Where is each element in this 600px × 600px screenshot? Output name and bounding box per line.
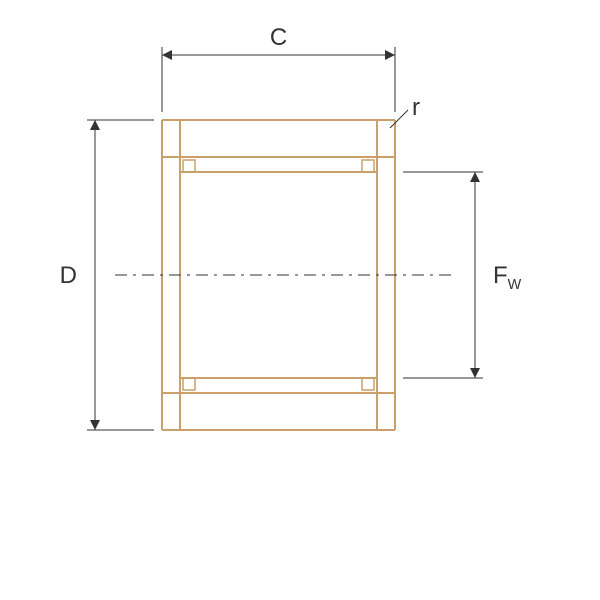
bearing-cross-section-diagram: C D FW r bbox=[0, 0, 600, 600]
dimension-label-fw: FW bbox=[493, 262, 522, 293]
dimension-label-r: r bbox=[412, 94, 420, 121]
dimension-label-c: C bbox=[270, 24, 287, 51]
dimension-label-d: D bbox=[60, 262, 77, 289]
